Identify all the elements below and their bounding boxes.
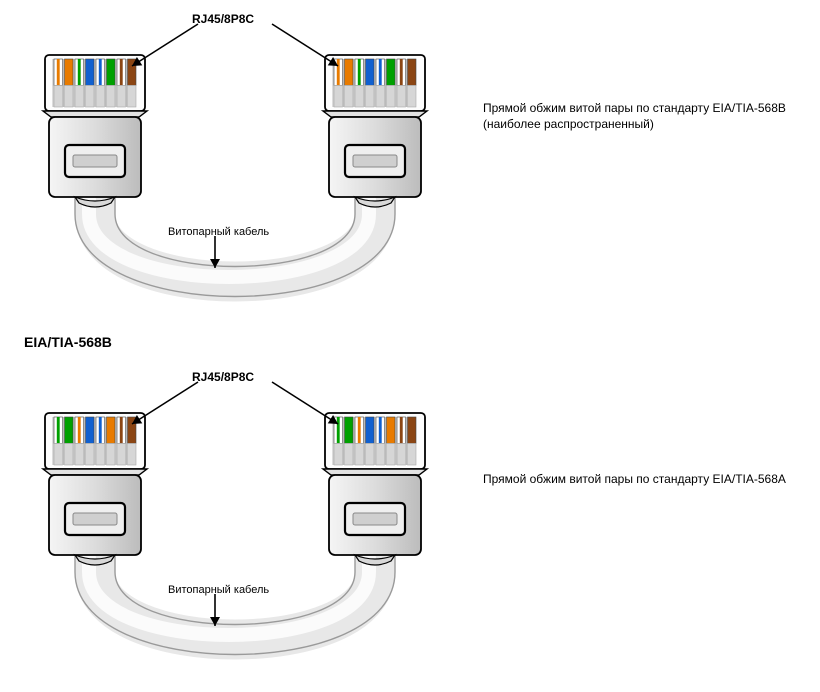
standard-title: EIA/TIA-568B: [24, 334, 112, 350]
diagram-568b-svg: [20, 20, 450, 320]
diagram-568b: [20, 20, 450, 320]
description-568a: Прямой обжим витой пары по стандарту EIA…: [483, 471, 803, 487]
connector-label-top: RJ45/8P8C: [192, 12, 254, 26]
cable-label-bottom: Витопарный кабель: [168, 584, 269, 596]
diagram-568a-svg: [20, 378, 450, 678]
connector-label-bottom: RJ45/8P8C: [192, 370, 254, 384]
description-568b: Прямой обжим витой пары по стандарту EIA…: [483, 100, 803, 132]
cable-label-top: Витопарный кабель: [168, 226, 269, 238]
page-canvas: RJ45/8P8C Витопарный кабель Прямой обжим…: [0, 0, 820, 692]
diagram-568a: [20, 378, 450, 678]
